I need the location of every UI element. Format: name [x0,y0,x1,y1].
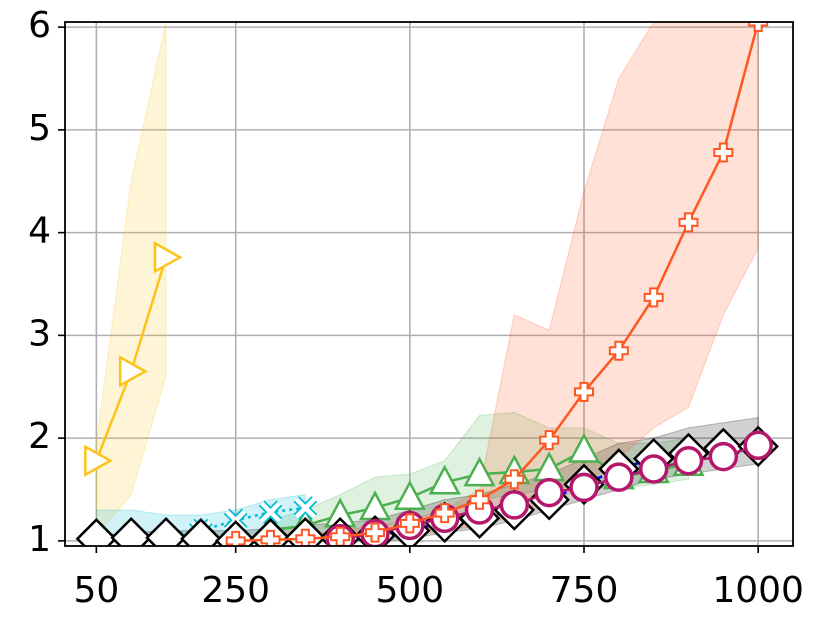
marker [153,241,183,274]
marker [365,522,386,543]
marker [713,142,734,163]
x-tick-label: 500 [375,570,444,611]
marker [463,456,496,487]
marker [110,517,152,546]
y-tick-label: 3 [28,313,51,354]
marker [260,529,281,546]
marker [180,518,222,546]
marker [84,444,113,477]
y-tick-label: 4 [28,211,51,252]
y-tick-label: 5 [28,108,51,149]
marker [293,496,318,520]
marker [393,480,426,510]
marker [399,513,420,534]
marker [643,287,664,308]
y-tick-label: 1 [28,519,51,560]
marker [678,212,699,233]
marker [748,22,769,32]
marker [569,472,599,503]
x-tick-label: 250 [201,570,270,611]
plot-frame [64,21,794,547]
marker [574,381,595,402]
x-tick-label: 50 [73,570,119,611]
marker [708,441,739,472]
marker [673,445,704,476]
marker [469,489,490,510]
x-tick-label: 750 [550,570,619,611]
x-tick-label: 1000 [712,570,804,611]
marker [604,462,634,492]
marker [743,430,773,461]
plot-area [75,22,779,546]
marker [295,528,316,546]
marker [225,530,246,546]
marker [428,464,461,495]
marker [638,454,669,484]
marker [539,430,560,451]
y-tick-label: 2 [28,416,51,457]
marker [567,432,601,463]
marker [75,518,118,546]
marker [504,469,525,490]
marker [499,490,530,520]
marker [145,517,187,546]
marker [258,500,283,524]
marker-core [259,501,282,523]
marker [534,477,564,508]
series-line [235,22,760,543]
marker [118,355,148,388]
y-tick-label: 6 [28,5,51,46]
marker [608,340,629,361]
marker [434,503,455,524]
marker-core [294,497,316,519]
